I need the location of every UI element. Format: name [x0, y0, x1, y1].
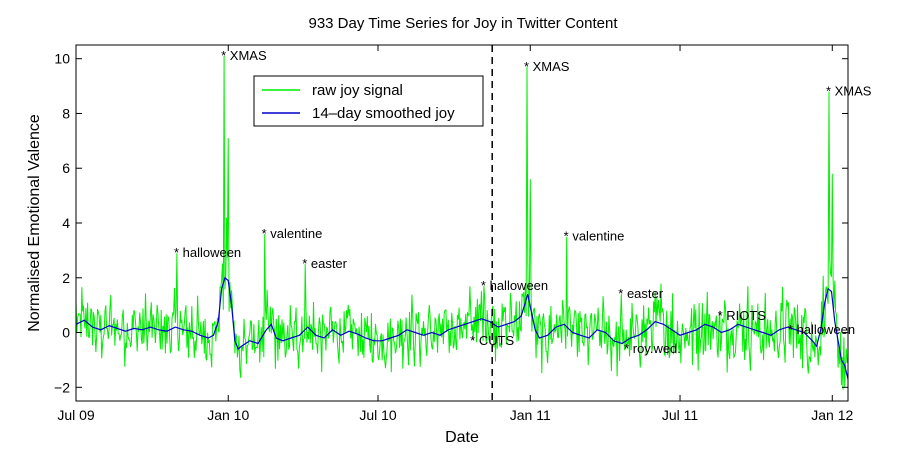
y-tick-label: 2 [62, 270, 70, 286]
legend-smooth-label: 14–day smoothed joy [312, 105, 455, 122]
legend-box [253, 75, 484, 127]
y-tick-label: 8 [62, 105, 70, 121]
axes-box [75, 44, 849, 402]
y-tick-label: −2 [54, 379, 70, 395]
y-tick-label: 0 [62, 325, 70, 341]
y-tick-label: 6 [62, 160, 70, 176]
smoothed-joy-series-line [76, 276, 848, 380]
event-annotation: * halloween [174, 245, 241, 260]
event-annotation: * valentine [564, 229, 625, 244]
event-annotation: * XMAS [221, 48, 267, 63]
x-tick-label: Jul 10 [359, 407, 397, 423]
chart-title: 933 Day Time Series for Joy in Twitter C… [308, 15, 618, 32]
legend-raw-label: raw joy signal [312, 82, 403, 99]
legend: raw joy signal 14–day smoothed joy [253, 75, 484, 127]
x-tick-label: Jul 09 [57, 407, 95, 423]
x-tick-label: Jan 11 [510, 407, 551, 423]
y-axis-title: Normalised Emotional Valence [26, 114, 43, 332]
event-annotation: * roy.wed. [624, 341, 681, 356]
event-annotation: * easter [618, 286, 663, 301]
x-tick-label: Jan 10 [207, 407, 249, 423]
x-tick-label: Jan 12 [811, 407, 853, 423]
event-annotation: * XMAS [524, 59, 570, 74]
event-annotation: * valentine [262, 226, 323, 241]
y-tick-label: 10 [54, 51, 70, 67]
x-axis-title: Date [445, 429, 479, 446]
event-annotation: * XMAS [826, 84, 872, 99]
event-annotation: * halloween [788, 322, 855, 337]
event-annotation: * CUTS [470, 333, 514, 348]
event-annotation: * halloween [481, 278, 548, 293]
event-annotation: * RIOTS [718, 308, 767, 323]
event-annotation: * easter [302, 256, 347, 271]
x-tick-label: Jul 11 [662, 407, 699, 423]
y-tick-label: 4 [62, 215, 70, 231]
